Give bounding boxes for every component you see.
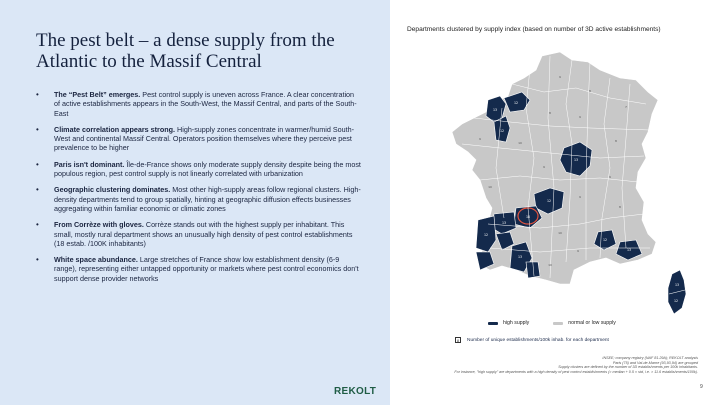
value-label: 12: [547, 199, 551, 203]
value-label: 10: [548, 263, 552, 267]
value-label: 8: [549, 111, 551, 115]
bullet-heading: Climate correlation appears strong.: [54, 124, 176, 134]
value-label: 8: [589, 89, 591, 93]
value-label: 10: [558, 231, 562, 235]
department-value-labels-normal: 9 8 7 8 9 8 9 10 9 9 10 9 8 10 9 10: [479, 75, 627, 267]
source-line: INSEE; company registry (NAF 81.29A); RE…: [602, 356, 698, 360]
footnote-number-box: 8: [455, 337, 461, 343]
corsica-divider: [668, 289, 686, 295]
bullet-item: Paris isn't dominant. Île-de-France show…: [36, 160, 361, 179]
department-borders: [461, 55, 651, 279]
department-high-pyrenees: [525, 261, 541, 279]
department-high-var: [615, 239, 643, 261]
footnote-text: Number of unique establishments/100k inh…: [467, 337, 609, 343]
value-label: 13: [675, 283, 679, 287]
value-label: 10: [488, 185, 492, 189]
source-line: For instance, "high supply" are departme…: [454, 369, 698, 374]
legend-label-normal: normal or low supply: [568, 320, 616, 326]
value-label: 9: [579, 115, 581, 119]
source-line: Supply clusters are defined by the numbe…: [558, 365, 698, 370]
value-label: 13: [627, 248, 631, 252]
value-label: 13: [502, 221, 506, 225]
bullet-text: Large stretches of France show low estab…: [54, 255, 359, 283]
value-label: 12: [603, 238, 607, 242]
map-title: Departments clustered by supply index (b…: [407, 26, 661, 33]
bullet-heading: Paris isn't dominant.: [54, 159, 125, 169]
value-label: 9: [559, 75, 561, 79]
legend-item-high: high supply: [488, 320, 529, 326]
map-footnote: 8 Number of unique establishments/100k i…: [455, 337, 609, 343]
value-label: 9: [577, 249, 579, 253]
bullet-text: Île-de-France shows only moderate supply…: [54, 159, 361, 179]
value-label: 18: [526, 215, 530, 219]
bullet-text: High-supply zones concentrate in warmer/…: [54, 124, 355, 153]
bullet-heading: The “Pest Belt” emerges.: [54, 90, 141, 99]
bullet-item: Climate correlation appears strong. High…: [36, 125, 361, 153]
legend-swatch-normal: [553, 321, 564, 325]
value-label: 9: [543, 165, 545, 169]
slide-title: The pest belt – a dense supply from the …: [36, 30, 335, 72]
department-high-normandy-central: [503, 91, 531, 113]
source-line: Paris (75) and Val-de-Marne (93,93,94) a…: [612, 360, 698, 365]
value-label: 9: [479, 137, 481, 141]
value-label: 10: [518, 141, 522, 145]
department-high-normandy-south: [493, 115, 511, 143]
legend-swatch-high: [488, 321, 498, 325]
value-label: 8: [615, 139, 617, 143]
bullet-item: White space abundance. Large stretches o…: [36, 255, 361, 283]
bullet-heading: Geographic clustering dominates.: [54, 185, 171, 195]
value-label: 13: [518, 255, 522, 259]
department-high-gard: [593, 229, 617, 251]
bullet-text: Corrèze stands out with the highest supp…: [54, 220, 353, 248]
bullet-heading: From Corrèze with gloves.: [54, 220, 144, 230]
map-panel: Departments clustered by supply index (b…: [390, 0, 720, 405]
department-high-landes: [475, 251, 495, 271]
value-label: 7: [625, 105, 627, 109]
department-high-lot-garonne: [495, 231, 515, 251]
map-legend: high supply normal or low supply: [488, 320, 640, 326]
value-label: 13: [493, 108, 497, 112]
department-value-labels: 13 12 12 13 12 18 13 12 13 12 13 13 12: [484, 101, 679, 303]
legend-item-normal: normal or low supply: [553, 320, 616, 326]
value-label: 9: [579, 195, 581, 199]
value-label: 9: [609, 175, 611, 179]
france-department-map: 13 12 12 13 12 18 13 12 13 12 13 13 12 9…: [451, 51, 687, 315]
page-number: 9: [700, 384, 703, 390]
value-label: 12: [500, 129, 504, 133]
value-label: 12: [674, 299, 678, 303]
bullet-list: The “Pest Belt” emerges. Pest control su…: [36, 90, 361, 290]
value-label: 12: [484, 233, 488, 237]
value-label: 12: [514, 101, 518, 105]
bullet-item: The “Pest Belt” emerges. Pest control su…: [36, 90, 361, 118]
department-high-center-east: [559, 141, 593, 177]
value-label: 13: [574, 158, 578, 162]
bullet-item: From Corrèze with gloves. Corrèze stands…: [36, 220, 361, 248]
bullet-text: Pest control supply is uneven across Fra…: [54, 90, 357, 118]
text-panel: The pest belt – a dense supply from the …: [0, 0, 390, 405]
value-label: 8: [619, 205, 621, 209]
bullet-text: Most other high-supply areas follow regi…: [54, 185, 361, 213]
bullet-item: Geographic clustering dominates. Most ot…: [36, 185, 361, 213]
source-notes: INSEE; company registry (NAF 81.29A); RE…: [368, 356, 698, 374]
rekolt-logo: REKOLT: [334, 386, 377, 397]
department-high-gironde: [475, 215, 497, 253]
legend-label-high: high supply: [503, 320, 530, 326]
bullet-heading: White space abundance.: [54, 255, 138, 265]
